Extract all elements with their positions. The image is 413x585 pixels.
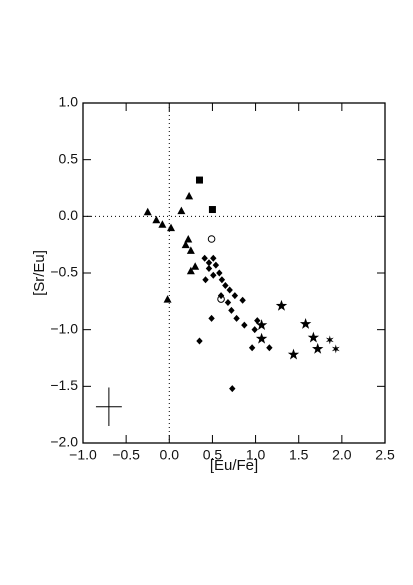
point bbox=[207, 235, 216, 243]
point bbox=[186, 266, 195, 275]
point bbox=[251, 326, 258, 334]
point bbox=[217, 292, 225, 300]
point bbox=[191, 262, 200, 270]
y-tick-label: 0.0 bbox=[59, 207, 79, 223]
y-axis-label: [Sr/Eu] bbox=[31, 250, 48, 296]
y-tick-label: −1.0 bbox=[50, 320, 78, 336]
point bbox=[186, 246, 195, 254]
y-tick-label: −1.5 bbox=[50, 377, 78, 393]
point bbox=[210, 254, 217, 262]
point bbox=[202, 276, 209, 284]
point bbox=[208, 206, 216, 214]
point bbox=[233, 314, 240, 322]
point bbox=[212, 261, 220, 269]
point bbox=[222, 281, 229, 289]
x-tick-label: −1.0 bbox=[69, 447, 97, 463]
point bbox=[181, 240, 190, 249]
point bbox=[224, 298, 232, 306]
point bbox=[184, 235, 193, 243]
point bbox=[299, 318, 312, 329]
point bbox=[163, 295, 172, 303]
y-tick-label: −2.0 bbox=[50, 434, 78, 450]
x-tick-label: 1.0 bbox=[246, 447, 266, 463]
point bbox=[312, 342, 324, 354]
x-tick-label: −0.5 bbox=[112, 447, 140, 463]
x-tick-label: 2.5 bbox=[375, 447, 395, 463]
point bbox=[307, 331, 320, 343]
y-tick-label: −0.5 bbox=[50, 264, 78, 280]
point bbox=[195, 176, 203, 184]
point bbox=[266, 344, 273, 352]
point bbox=[228, 306, 235, 314]
point bbox=[152, 215, 161, 224]
point bbox=[255, 319, 268, 330]
point bbox=[229, 385, 236, 393]
point bbox=[254, 317, 261, 325]
point bbox=[216, 269, 223, 277]
point bbox=[331, 344, 340, 354]
y-tick-label: 0.5 bbox=[59, 150, 79, 166]
point bbox=[218, 276, 226, 284]
point bbox=[210, 271, 217, 279]
point bbox=[226, 286, 233, 294]
point bbox=[196, 337, 203, 345]
point bbox=[241, 321, 248, 329]
point bbox=[205, 264, 213, 272]
point bbox=[185, 191, 194, 200]
point bbox=[201, 254, 208, 262]
point bbox=[231, 292, 239, 300]
point bbox=[208, 314, 215, 322]
point bbox=[158, 220, 167, 228]
point bbox=[275, 299, 288, 311]
y-tick-label: 1.0 bbox=[59, 94, 79, 110]
point bbox=[167, 223, 176, 232]
x-tick-label: 1.5 bbox=[289, 447, 309, 463]
point bbox=[325, 335, 334, 345]
x-axis-label: [Eu/Fe] bbox=[210, 457, 258, 474]
point bbox=[248, 344, 256, 352]
x-tick-label: 0.5 bbox=[203, 447, 223, 463]
point bbox=[143, 207, 152, 216]
x-tick-label: 2.0 bbox=[332, 447, 352, 463]
point bbox=[177, 206, 186, 215]
point bbox=[287, 348, 300, 360]
point bbox=[239, 296, 246, 304]
x-tick-label: 0.0 bbox=[160, 447, 180, 463]
point bbox=[255, 332, 268, 344]
plot-frame bbox=[82, 102, 386, 444]
point bbox=[205, 259, 213, 267]
